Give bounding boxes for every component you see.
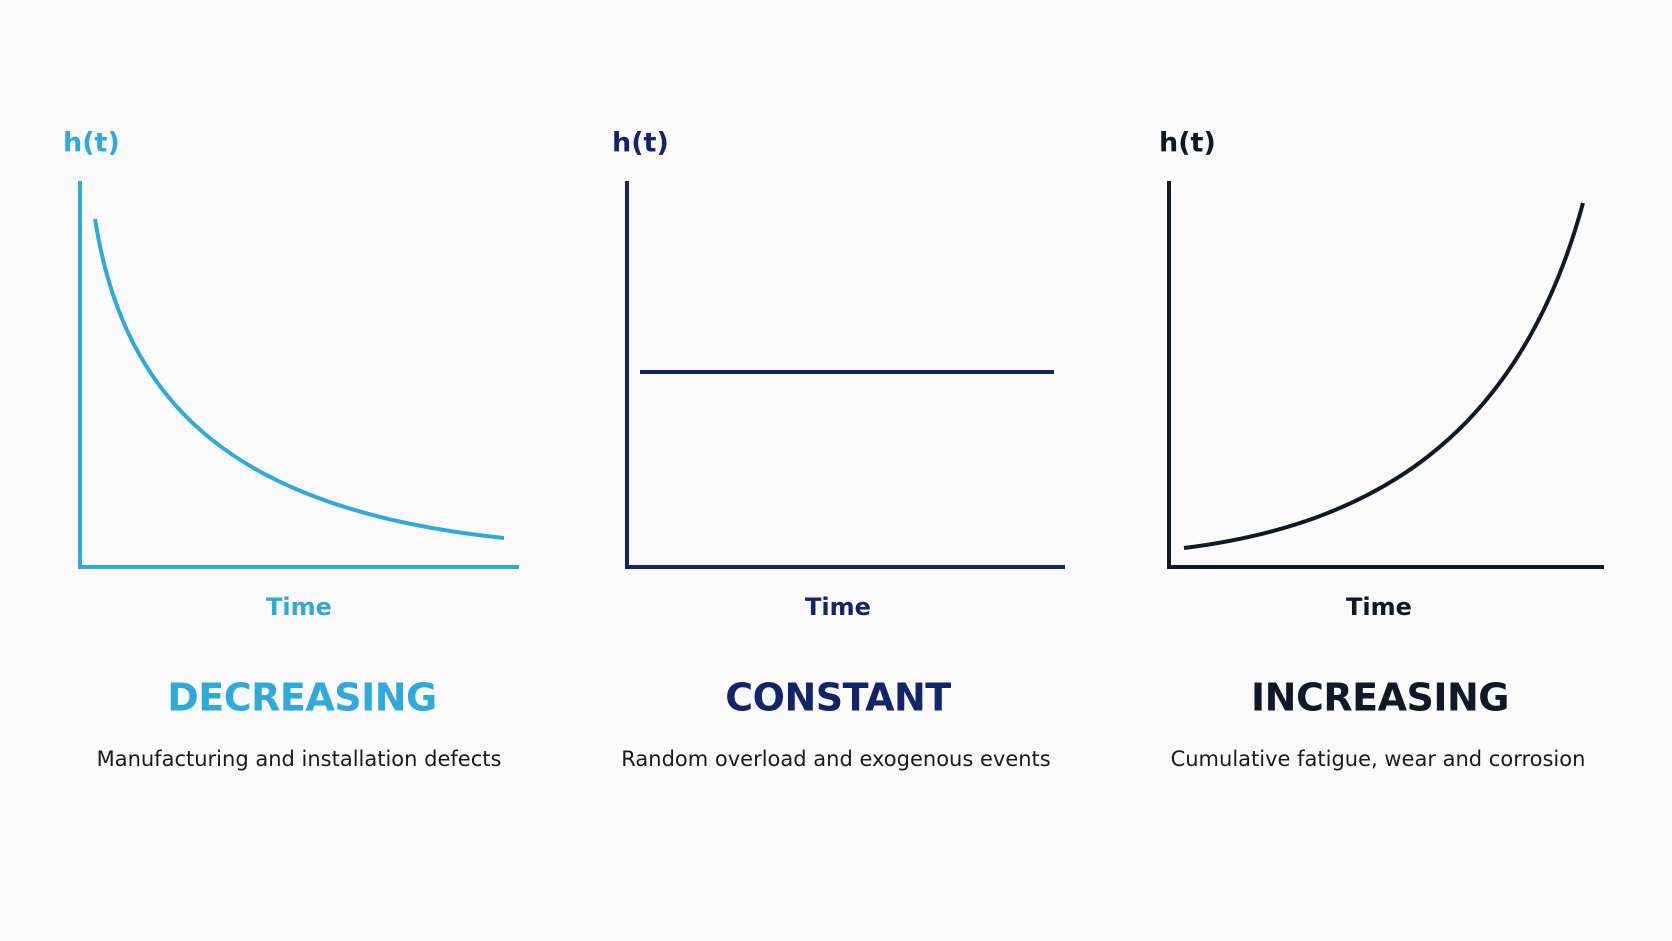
y-axis-label: h(t) bbox=[1159, 128, 1216, 159]
panel-title: DECREASING bbox=[167, 676, 437, 720]
panel-decreasing: h(t) Time DECREASING Manufacturing and i… bbox=[63, 128, 519, 771]
axes bbox=[78, 181, 519, 569]
x-axis-label: Time bbox=[805, 593, 871, 621]
y-axis-label: h(t) bbox=[63, 128, 120, 159]
panel-description: Random overload and exogenous events bbox=[621, 747, 1050, 771]
y-axis-label: h(t) bbox=[612, 128, 669, 159]
hazard-curve bbox=[93, 218, 505, 540]
panel-description: Cumulative fatigue, wear and corrosion bbox=[1171, 747, 1586, 771]
panel-description: Manufacturing and installation defects bbox=[97, 747, 502, 771]
x-axis-label: Time bbox=[266, 593, 332, 621]
panel-title: CONSTANT bbox=[725, 676, 951, 720]
x-axis-label: Time bbox=[1346, 593, 1412, 621]
panel-title: INCREASING bbox=[1251, 676, 1509, 720]
axes bbox=[1167, 181, 1604, 569]
hazard-curve bbox=[1183, 202, 1585, 550]
panel-constant: h(t) Time CONSTANT Random overload and e… bbox=[612, 128, 1065, 771]
panel-increasing: h(t) Time INCREASING Cumulative fatigue,… bbox=[1159, 128, 1604, 771]
axes bbox=[625, 181, 1065, 569]
